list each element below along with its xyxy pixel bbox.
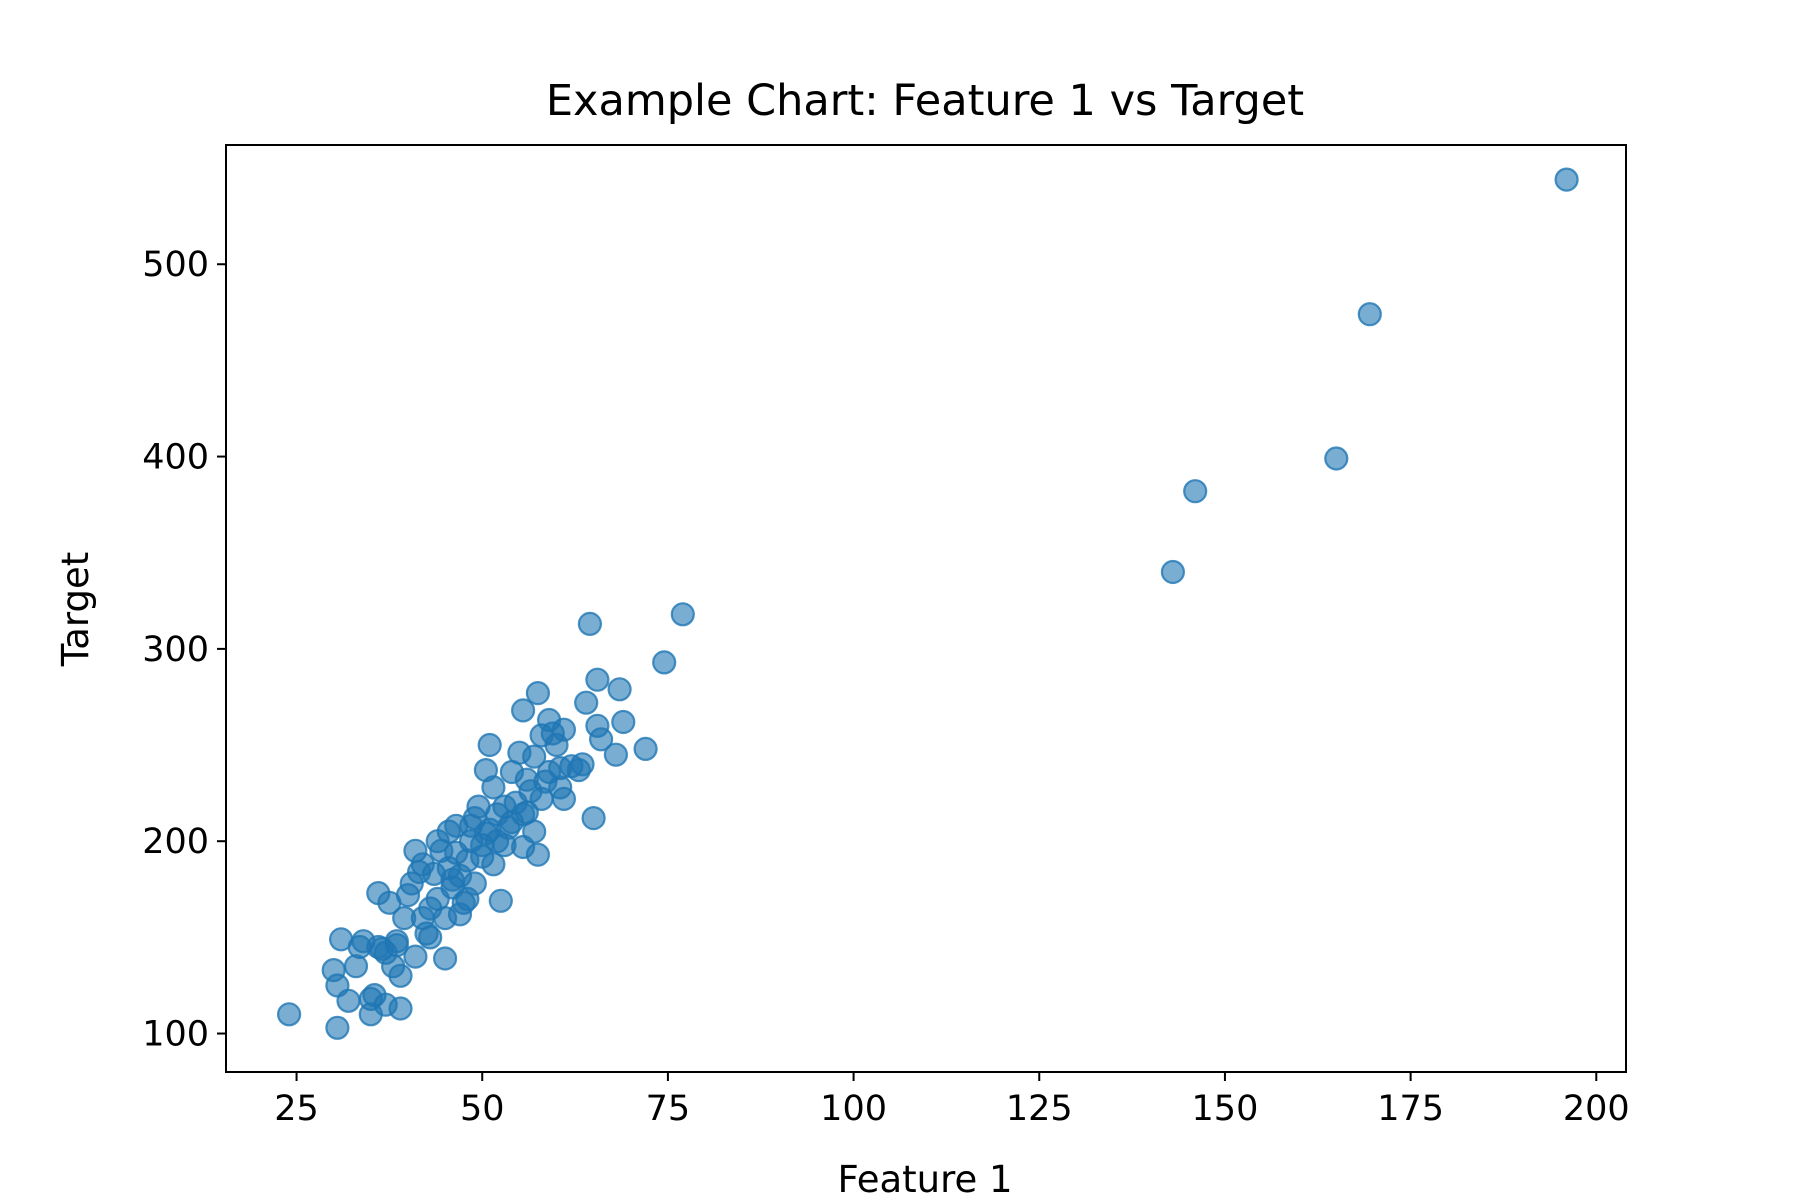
data-point xyxy=(477,732,502,758)
data-point xyxy=(525,680,551,706)
data-point xyxy=(488,888,513,913)
data-point xyxy=(1183,479,1208,504)
data-point xyxy=(574,690,599,715)
y-tick-label: 100 xyxy=(142,1015,209,1055)
data-point xyxy=(388,996,413,1021)
data-point xyxy=(1160,559,1186,585)
y-tick-label: 200 xyxy=(142,822,209,862)
x-tick-label: 75 xyxy=(646,1089,691,1129)
x-tick-label: 100 xyxy=(820,1089,887,1129)
data-point xyxy=(607,677,632,702)
x-tick-label: 150 xyxy=(1192,1089,1259,1129)
data-point xyxy=(481,775,506,800)
data-point xyxy=(459,813,484,838)
x-tick-label: 25 xyxy=(274,1089,319,1129)
y-tick-label: 400 xyxy=(142,438,209,478)
data-point xyxy=(551,717,577,742)
data-point xyxy=(603,742,629,767)
data-point xyxy=(325,973,350,998)
data-point xyxy=(633,736,658,762)
data-point xyxy=(447,902,473,927)
data-point xyxy=(510,698,536,723)
data-point xyxy=(481,852,506,877)
data-point xyxy=(1324,446,1349,471)
data-point xyxy=(325,1015,350,1040)
data-point xyxy=(1554,167,1579,192)
x-tick-label: 200 xyxy=(1563,1089,1630,1129)
data-point xyxy=(277,1002,302,1027)
data-point xyxy=(581,805,606,831)
x-axis: 25 50 75 100 125 150 175 200 xyxy=(274,1072,1630,1129)
data-point xyxy=(548,755,573,781)
data-point xyxy=(1357,302,1382,327)
y-tick-label: 300 xyxy=(142,630,209,670)
data-point xyxy=(522,744,547,769)
data-point xyxy=(611,709,636,735)
data-point xyxy=(373,940,398,965)
data-point xyxy=(403,944,428,969)
data-point xyxy=(570,752,595,777)
data-point xyxy=(425,886,450,912)
data-point xyxy=(433,946,458,971)
data-point xyxy=(444,840,469,865)
data-point xyxy=(388,963,413,988)
x-axis-label: Feature 1 xyxy=(837,1158,1012,1200)
data-point xyxy=(670,602,695,627)
data-point xyxy=(418,925,443,950)
y-axis-label: Target xyxy=(54,552,97,667)
data-point xyxy=(577,611,603,637)
y-tick-label: 500 xyxy=(142,245,209,285)
data-point xyxy=(585,713,610,738)
data-point xyxy=(551,786,577,812)
plot-area-frame xyxy=(225,144,1627,1073)
data-point xyxy=(652,650,677,675)
x-tick-label: 125 xyxy=(1006,1089,1073,1129)
data-point xyxy=(358,986,383,1012)
x-tick-label: 175 xyxy=(1377,1089,1444,1129)
y-axis: 100 200 300 400 500 xyxy=(142,245,226,1055)
data-point xyxy=(462,871,487,896)
data-point xyxy=(510,834,536,860)
chart-title: Example Chart: Feature 1 vs Target xyxy=(546,76,1304,126)
data-points xyxy=(277,167,1579,1040)
data-point xyxy=(529,786,554,812)
data-point xyxy=(585,667,610,692)
data-point xyxy=(343,954,369,979)
x-tick-label: 50 xyxy=(460,1089,505,1129)
